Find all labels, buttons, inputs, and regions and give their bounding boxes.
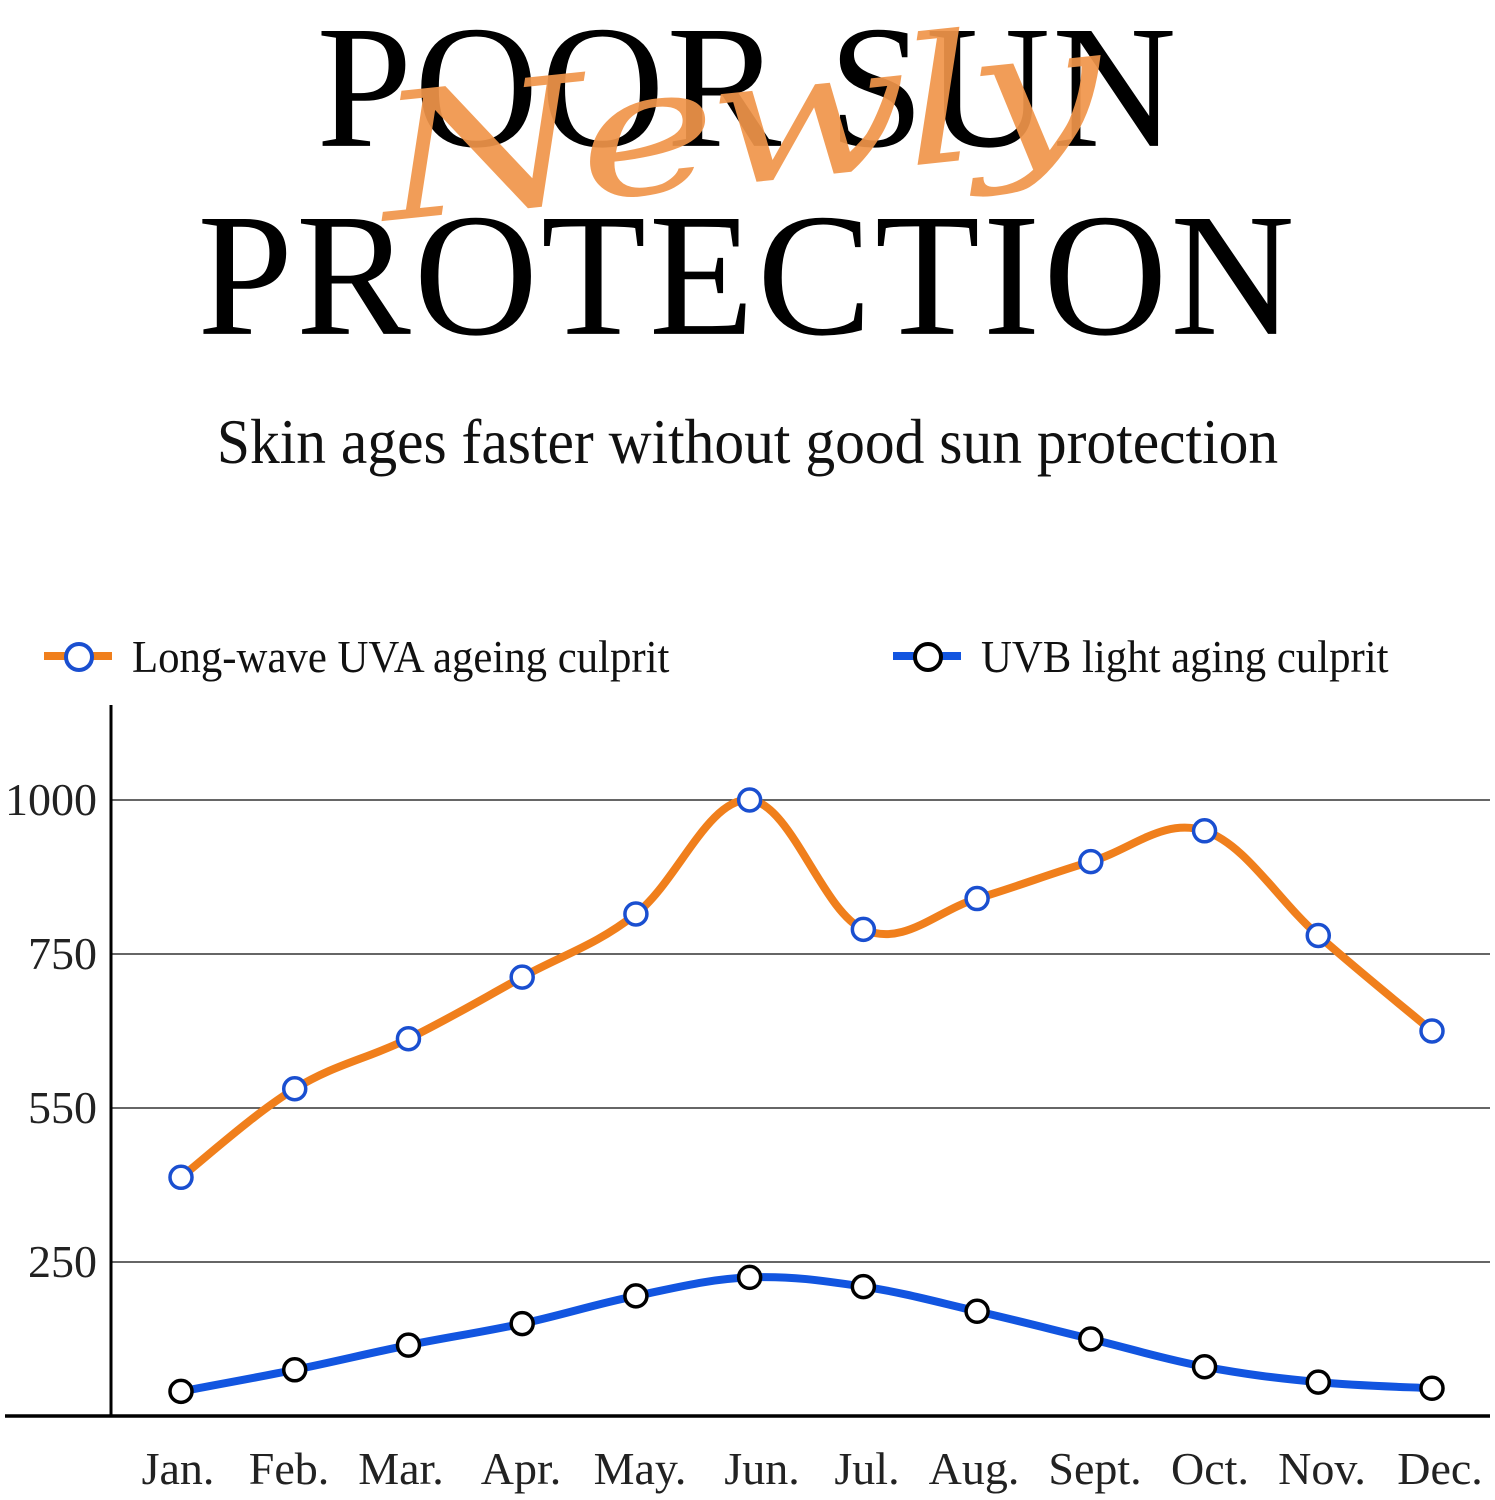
data-point-uvb bbox=[1191, 1353, 1218, 1380]
data-point-uva bbox=[281, 1076, 308, 1102]
x-tick-label: Oct. bbox=[1171, 1443, 1249, 1494]
title-line-2: PROTECTION bbox=[197, 178, 1298, 373]
legend-uva-line-marker-icon bbox=[44, 636, 112, 676]
x-tick-label: Sept. bbox=[1048, 1443, 1141, 1494]
legend-item-uvb: UVB light aging culprit bbox=[893, 628, 1419, 684]
x-tick-label: Feb. bbox=[249, 1443, 330, 1494]
data-point-uva bbox=[850, 916, 877, 943]
title-line-1: POOR SUN bbox=[316, 0, 1179, 185]
x-tick-label: May. bbox=[594, 1443, 687, 1494]
series bbox=[168, 787, 1445, 1405]
data-point-uvb bbox=[964, 1298, 990, 1325]
data-point-uvb bbox=[1305, 1369, 1332, 1395]
series-uva bbox=[168, 787, 1445, 1191]
x-tick-label: Dec. bbox=[1397, 1443, 1483, 1494]
data-point-uva bbox=[509, 964, 535, 990]
x-tick-label: Jan. bbox=[142, 1443, 215, 1494]
data-point-uva bbox=[1191, 818, 1218, 844]
data-point-uvb bbox=[1078, 1326, 1104, 1352]
y-tick-label: 750 bbox=[28, 928, 97, 979]
x-tick-label: Mar. bbox=[358, 1443, 444, 1494]
data-point-uvb bbox=[395, 1332, 422, 1358]
x-tick-label: Jun. bbox=[724, 1443, 799, 1494]
y-tick-labels: 250 550 750 1000 bbox=[5, 774, 97, 1287]
legend-label-uva: Long-wave UVA ageing culprit bbox=[132, 630, 670, 682]
y-tick-label: 550 bbox=[28, 1082, 97, 1133]
data-point-uva bbox=[168, 1164, 194, 1191]
data-point-uva bbox=[1419, 1018, 1445, 1044]
data-point-uvb bbox=[850, 1273, 877, 1300]
legend-label-uvb: UVB light aging culprit bbox=[981, 630, 1389, 682]
data-point-uvb bbox=[623, 1283, 649, 1309]
data-point-uvb bbox=[1419, 1375, 1445, 1402]
data-point-uva bbox=[395, 1025, 422, 1052]
y-tick-label: 250 bbox=[28, 1236, 97, 1287]
grid-lines bbox=[111, 799, 1490, 1263]
line-chart: 250 550 750 1000 Jan. Feb. Mar. Apr. May. Jun. Ju… bbox=[5, 705, 1490, 1494]
x-tick-labels: Jan. Feb. Mar. Apr. May. Jun. Jul. Aug. Sept. Oct… bbox=[142, 1443, 1483, 1494]
x-tick-label: Nov. bbox=[1278, 1443, 1366, 1494]
legend-item-uva: Long-wave UVA ageing culprit bbox=[44, 628, 710, 684]
data-point-uva bbox=[1078, 848, 1104, 875]
data-point-uva bbox=[1305, 922, 1332, 949]
x-tick-label: Apr. bbox=[481, 1443, 562, 1494]
data-point-uvb bbox=[168, 1378, 194, 1405]
y-tick-label: 1000 bbox=[5, 774, 97, 825]
data-point-uva bbox=[623, 901, 649, 927]
data-point-uvb bbox=[509, 1310, 535, 1337]
data-point-uvb bbox=[736, 1264, 763, 1291]
series-uvb bbox=[168, 1264, 1445, 1405]
subtitle: Skin ages faster without good sun protec… bbox=[216, 406, 1279, 477]
x-tick-label: Aug. bbox=[929, 1443, 1020, 1494]
series-line-uva bbox=[177, 796, 1436, 1182]
data-point-uvb bbox=[281, 1357, 308, 1383]
axes bbox=[5, 705, 1490, 1418]
data-point-uva bbox=[736, 787, 763, 813]
series-line-uvb bbox=[177, 1273, 1436, 1396]
legend-uvb-line-marker-icon bbox=[893, 636, 961, 676]
x-tick-label: Jul. bbox=[834, 1443, 899, 1494]
data-point-uva bbox=[964, 885, 990, 912]
